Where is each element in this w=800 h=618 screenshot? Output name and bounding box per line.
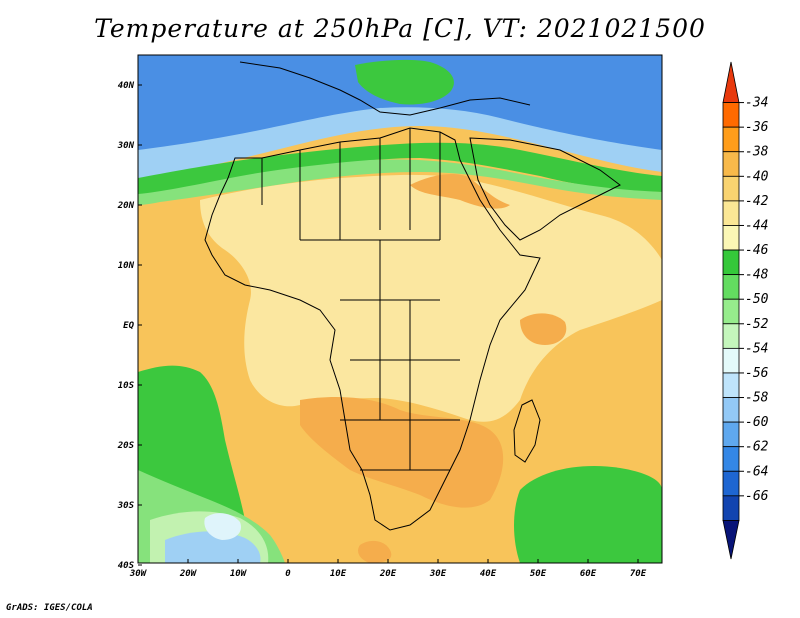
latitude-axis: 40N 30N 20N 10N EQ 10S 20S 30S 40S [117, 81, 142, 571]
lon-tick-label: 10W [230, 569, 248, 579]
colorbar-segment [722, 249, 740, 276]
field-lightblue-north [138, 107, 662, 180]
madagascar-outline [513, 399, 541, 463]
colorbar-segment [722, 225, 740, 251]
colorbar-segment [722, 175, 740, 202]
lon-tick-label: 30W [129, 569, 148, 579]
field-lighttan-central [200, 174, 662, 422]
colorbar-label: -42 [745, 194, 769, 209]
credit-text: GrADS: IGES/COLA [6, 603, 93, 613]
field-green-north [138, 142, 662, 196]
field-lightgreen-north [138, 159, 662, 205]
colorbar-segment [722, 495, 740, 521]
lat-tick-label: 10S [118, 381, 135, 391]
arabia-outline [469, 137, 621, 241]
colorbar-label: -66 [745, 489, 769, 504]
colorbar-segment [722, 151, 740, 177]
lat-tick-label: 40S [118, 561, 135, 571]
field-orange-south [358, 540, 392, 563]
colorbar-label: -58 [745, 391, 769, 406]
colorbar-segment [722, 200, 740, 226]
lat-tick-label: 20N [117, 201, 135, 211]
field-paleblue-southatlantic [204, 513, 242, 540]
lon-tick-label: 30E [429, 569, 447, 579]
lon-tick-label: 50E [530, 569, 547, 579]
colorbar-segment [722, 298, 740, 325]
africa-outline [204, 127, 541, 531]
colorbar-label: -48 [745, 268, 769, 283]
map-title: Temperature at 250hPa [C], VT: 202102150… [94, 14, 706, 43]
coastlines [204, 61, 621, 531]
longitude-axis: 30W 20W 10W 0 10E 20E 30E 40E 50E 60E 70E [129, 559, 647, 579]
colorbar-label: -60 [745, 415, 769, 430]
lon-tick-label: 20W [179, 569, 198, 579]
temperature-map [138, 55, 662, 563]
colorbar-segment [722, 421, 740, 448]
colorbar-label: -62 [745, 440, 769, 455]
colorbar-label: -46 [745, 243, 769, 258]
colorbar-segment [722, 372, 740, 398]
lat-tick-label: 30N [117, 141, 135, 151]
lat-tick-label: 10N [118, 261, 135, 271]
colorbar-segment [722, 126, 740, 153]
lon-tick-label: 10E [330, 569, 347, 579]
lon-tick-label: 70E [630, 569, 647, 579]
colorbar-label: -38 [745, 145, 769, 160]
colorbar-segment [722, 520, 740, 560]
field-orange-southern-africa [300, 397, 504, 508]
colorbar-label: -34 [745, 96, 768, 111]
lat-tick-label: EQ [123, 321, 134, 331]
colorbar-label: -64 [745, 464, 768, 479]
lat-tick-label: 20S [117, 441, 135, 451]
colorbar: -34 -36 -38 -40 -42 -44 -46 -48 -50 -52 -54 -56 -58 -… [722, 61, 769, 560]
europe-coast [239, 61, 531, 116]
colorbar-segment [722, 274, 740, 300]
lat-tick-label: 30S [117, 501, 135, 511]
lat-tick-label: 40N [118, 81, 135, 91]
colorbar-segment [722, 470, 740, 497]
lon-tick-label: 20E [379, 569, 397, 579]
colorbar-label: -50 [745, 292, 769, 307]
field-orange-sahara [410, 174, 510, 209]
colorbar-label: -40 [745, 169, 769, 184]
colorbar-label: -36 [745, 120, 769, 135]
lon-tick-label: 0 [285, 569, 291, 579]
colorbar-segment [722, 347, 740, 374]
colorbar-segment [722, 397, 740, 423]
colorbar-segment [722, 61, 740, 103]
lon-tick-label: 60E [580, 569, 597, 579]
field-orange-indian [520, 313, 567, 345]
colorbar-label: -54 [745, 341, 768, 356]
colorbar-segment [722, 323, 740, 349]
lon-tick-label: 40E [480, 569, 497, 579]
colorbar-segment [722, 446, 740, 472]
border-lines [261, 128, 460, 471]
colorbar-label: -44 [745, 218, 768, 233]
colorbar-label: -52 [745, 317, 769, 332]
colorbar-label: -56 [745, 366, 769, 381]
colorbar-segment [722, 102, 740, 128]
field-green-med [355, 59, 454, 105]
field-green-indian [514, 466, 662, 563]
field-lightblue-southatlantic [165, 531, 261, 563]
